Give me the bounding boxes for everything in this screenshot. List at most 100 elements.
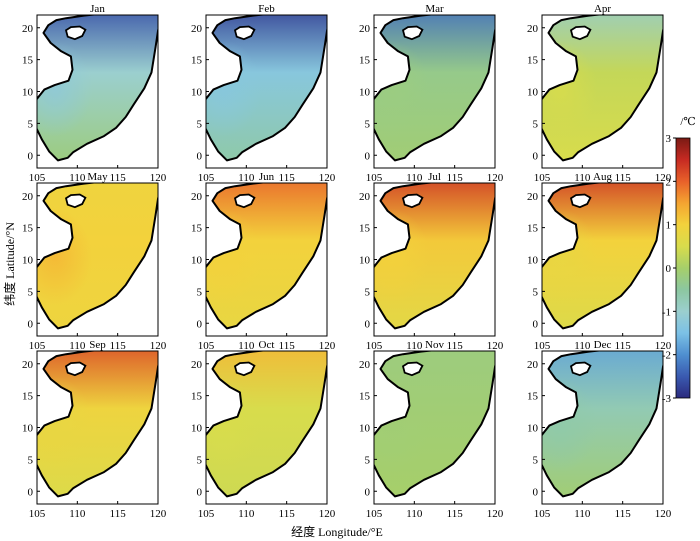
y-tick-label: 15 <box>527 223 539 235</box>
x-tick-label: 110 <box>69 340 86 352</box>
x-tick-label: 110 <box>406 172 423 184</box>
x-tick-label: 110 <box>574 340 591 352</box>
x-tick-label: 105 <box>534 508 551 520</box>
x-tick-label: 105 <box>29 172 46 184</box>
x-tick-label: 115 <box>615 172 632 184</box>
coastline <box>206 15 327 162</box>
y-tick-label: 20 <box>359 359 371 371</box>
x-tick-label: 110 <box>574 508 591 520</box>
hainan-island <box>233 361 256 377</box>
panel-title: Jun <box>259 171 275 183</box>
y-tick-label: 15 <box>527 391 539 403</box>
y-tick-label: 0 <box>28 318 34 330</box>
hainan-island <box>401 25 424 41</box>
x-tick-label: 115 <box>447 340 464 352</box>
panel-sep: 105 110 115 120 0 5 10 15 20 Sep <box>22 339 167 520</box>
y-tick-label: 20 <box>527 359 539 371</box>
y-tick-label: 20 <box>359 23 371 35</box>
x-tick-label: 120 <box>150 172 167 184</box>
panel-dec: 105 110 115 120 0 5 10 15 20 Dec <box>527 339 672 520</box>
colorbar-tick-label: 0 <box>666 263 672 275</box>
y-tick-label: 20 <box>22 23 34 35</box>
panel-jul: 105 110 115 120 0 5 10 15 20 Jul <box>359 171 504 352</box>
y-tick-label: 5 <box>365 454 371 466</box>
y-tick-label: 5 <box>533 118 539 130</box>
panel-title: Aug <box>593 171 612 183</box>
y-tick-label: 10 <box>191 255 203 267</box>
x-tick-label: 110 <box>69 508 86 520</box>
y-tick-label: 5 <box>365 118 371 130</box>
coastal-anomaly-patch <box>374 351 495 497</box>
coastal-anomaly-patch <box>37 183 158 329</box>
y-tick-label: 20 <box>527 191 539 203</box>
y-tick-label: 5 <box>197 286 203 298</box>
panel-title: Nov <box>425 339 444 351</box>
coastline <box>206 183 327 330</box>
y-tick-label: 5 <box>365 286 371 298</box>
y-tick-label: 0 <box>533 150 539 162</box>
x-tick-label: 120 <box>487 340 504 352</box>
colorbar-tick-label: -3 <box>662 393 672 405</box>
colorbar-scale <box>675 137 691 399</box>
coastline <box>374 15 495 162</box>
y-axis-label: 纬度 Latitude/°N <box>2 222 17 306</box>
x-tick-label: 110 <box>238 172 255 184</box>
x-tick-label: 110 <box>406 508 423 520</box>
x-tick-label: 115 <box>615 508 632 520</box>
coastal-anomaly-patch <box>374 15 495 161</box>
coastline <box>542 351 663 498</box>
x-tick-label: 105 <box>29 508 46 520</box>
y-tick-label: 5 <box>197 118 203 130</box>
colorbar-tick-label: -2 <box>662 350 671 362</box>
hainan-island <box>401 193 424 209</box>
hainan-island <box>569 193 592 209</box>
y-tick-label: 20 <box>527 23 539 35</box>
y-tick-label: 10 <box>527 87 539 99</box>
y-tick-label: 20 <box>191 23 203 35</box>
coastal-anomaly-patch <box>37 15 158 161</box>
x-tick-label: 120 <box>150 508 167 520</box>
y-tick-label: 0 <box>533 486 539 498</box>
panel-nov: 105 110 115 120 0 5 10 15 20 Nov <box>359 339 504 520</box>
y-tick-label: 20 <box>191 359 203 371</box>
x-tick-label: 105 <box>534 340 551 352</box>
x-tick-label: 105 <box>29 340 46 352</box>
x-tick-label: 105 <box>366 340 383 352</box>
x-tick-label: 115 <box>447 172 464 184</box>
y-tick-label: 15 <box>359 55 371 67</box>
y-tick-label: 0 <box>365 318 371 330</box>
y-tick-label: 15 <box>359 391 371 403</box>
x-tick-label: 120 <box>319 340 336 352</box>
y-tick-label: 10 <box>527 423 539 435</box>
panel-jun: 105 110 115 120 0 5 10 15 20 Jun <box>191 171 336 352</box>
x-tick-label: 120 <box>487 172 504 184</box>
coastal-anomaly-patch <box>206 351 327 497</box>
x-tick-label: 115 <box>110 340 127 352</box>
coastal-anomaly-patch <box>206 15 327 161</box>
y-tick-label: 15 <box>191 391 203 403</box>
colorbar-tick-label: 3 <box>666 133 672 145</box>
panel-title: Jan <box>90 3 105 15</box>
x-tick-label: 115 <box>110 172 127 184</box>
colorbar: 3 2 1 0 -1 -2 -3 <box>662 133 691 405</box>
coastline <box>542 15 663 162</box>
y-tick-label: 0 <box>197 150 203 162</box>
y-tick-label: 5 <box>28 118 34 130</box>
x-tick-label: 115 <box>110 508 127 520</box>
coastal-anomaly-patch <box>542 183 663 329</box>
x-tick-label: 120 <box>150 340 167 352</box>
y-tick-label: 20 <box>22 191 34 203</box>
panel-may: 105 110 115 120 0 5 10 15 20 May <box>22 171 167 352</box>
coastal-anomaly-patch <box>37 351 158 497</box>
y-tick-label: 15 <box>527 55 539 67</box>
hainan-island <box>233 193 256 209</box>
y-tick-label: 10 <box>22 423 34 435</box>
y-tick-label: 20 <box>22 359 34 371</box>
x-tick-label: 115 <box>279 508 296 520</box>
y-tick-label: 15 <box>22 55 34 67</box>
y-tick-label: 0 <box>365 150 371 162</box>
x-tick-label: 115 <box>447 508 464 520</box>
hainan-island <box>233 25 256 41</box>
colorbar-tick-label: 2 <box>666 176 672 188</box>
